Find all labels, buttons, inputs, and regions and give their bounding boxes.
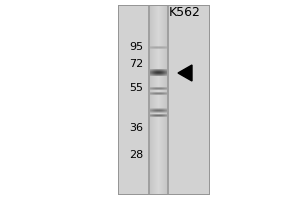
Text: K562: K562 [169, 5, 201, 19]
Text: 55: 55 [129, 83, 143, 93]
Text: 36: 36 [129, 123, 143, 133]
Polygon shape [178, 65, 192, 81]
Text: 72: 72 [129, 59, 143, 69]
Text: 28: 28 [129, 150, 143, 160]
Text: 95: 95 [129, 42, 143, 52]
